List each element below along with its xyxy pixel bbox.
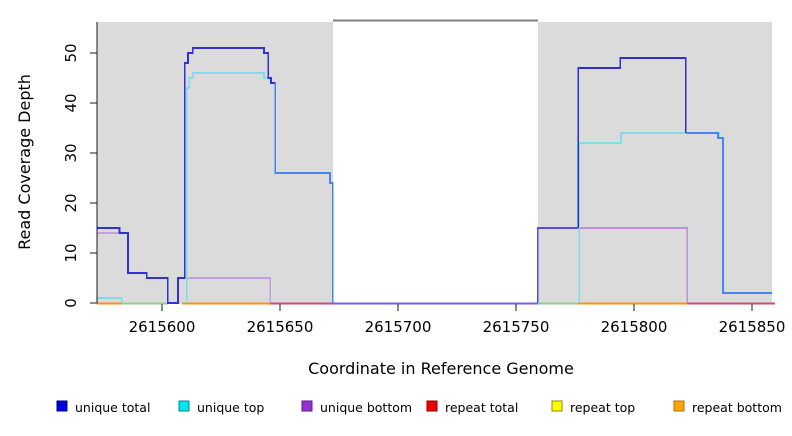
legend-item-repeat-bottom: repeat bottom bbox=[673, 400, 782, 415]
x-tick-label: 2615850 bbox=[719, 318, 786, 336]
series-line-unique-top-left-low bbox=[97, 297, 123, 303]
unique-top-swatch-icon bbox=[178, 400, 190, 412]
series-line-unique-total-right-bright bbox=[685, 132, 773, 294]
series-line-unique-total-right-dark bbox=[577, 57, 687, 228]
legend-label: repeat top bbox=[570, 400, 635, 415]
legend-item-unique-bottom: unique bottom bbox=[301, 400, 412, 415]
x-tick-label: 2615650 bbox=[247, 318, 314, 336]
series-lines-layer bbox=[97, 47, 775, 305]
y-axis-ticks: 0 10 20 30 40 50 bbox=[62, 43, 97, 308]
unique-bottom-swatch-icon bbox=[301, 400, 313, 412]
series-line-unique-total-right-indigo bbox=[537, 227, 579, 303]
repeat-bottom-swatch-icon bbox=[673, 400, 685, 412]
legend-label: unique bottom bbox=[320, 400, 412, 415]
y-tick-label: 10 bbox=[62, 243, 80, 262]
y-tick-label: 40 bbox=[62, 93, 80, 112]
x-tick-label: 2615600 bbox=[129, 318, 196, 336]
legend-label: repeat total bbox=[445, 400, 518, 415]
legend-item-repeat-total: repeat total bbox=[426, 400, 518, 415]
unique-total-swatch-icon bbox=[56, 400, 68, 412]
y-tick-label: 20 bbox=[62, 193, 80, 212]
legend-item-unique-total: unique total bbox=[56, 400, 150, 415]
axes-layer: 2615600 2615650 2615700 2615750 2615800 26158… bbox=[15, 22, 785, 378]
series-line-unique-top-left-high bbox=[186, 72, 271, 303]
legend-label: unique top bbox=[197, 400, 264, 415]
series-line-unique-total-left-bright bbox=[274, 83, 334, 303]
x-tick-label: 2615800 bbox=[601, 318, 668, 336]
y-tick-label: 30 bbox=[62, 143, 80, 162]
x-tick-label: 2615750 bbox=[483, 318, 550, 336]
shaded-region bbox=[97, 22, 334, 304]
series-line-unique-bottom-right bbox=[537, 227, 688, 303]
legend-label: repeat bottom bbox=[692, 400, 782, 415]
repeat-top-swatch-icon bbox=[551, 400, 563, 412]
y-axis-title: Read Coverage Depth bbox=[15, 74, 34, 250]
legend-item-unique-top: unique top bbox=[178, 400, 264, 415]
legend: unique total unique top unique bottom re… bbox=[56, 400, 782, 415]
y-tick-label: 50 bbox=[62, 43, 80, 62]
repeat-total-swatch-icon bbox=[426, 400, 438, 412]
x-axis-title: Coordinate in Reference Genome bbox=[308, 359, 574, 378]
series-line-unique-total-left-dark bbox=[97, 47, 276, 304]
y-tick-label: 0 bbox=[62, 298, 80, 308]
x-tick-label: 2615700 bbox=[365, 318, 432, 336]
x-axis-ticks: 2615600 2615650 2615700 2615750 2615800 26158… bbox=[129, 304, 786, 336]
legend-label: unique total bbox=[75, 400, 150, 415]
legend-item-repeat-top: repeat top bbox=[551, 400, 635, 415]
shaded-region bbox=[537, 22, 773, 304]
shaded-regions-layer bbox=[97, 19, 773, 304]
